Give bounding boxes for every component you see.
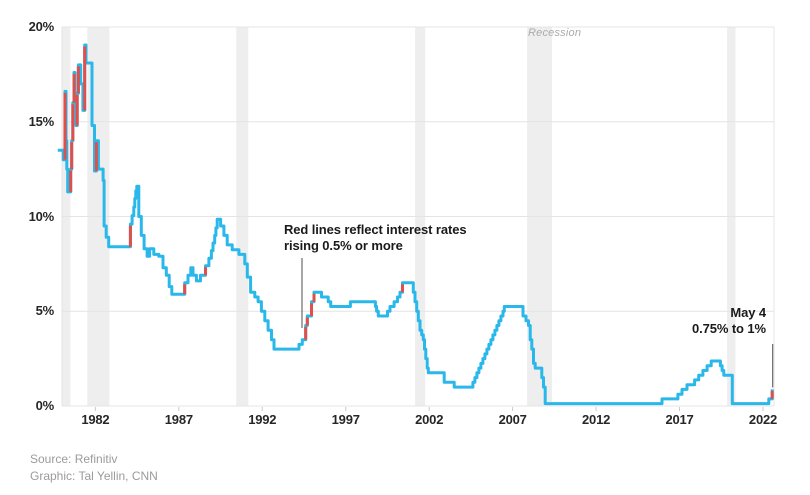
x-tick-label: 1987 xyxy=(164,412,193,427)
y-tick-label: 0% xyxy=(35,398,55,413)
y-tick-label: 20% xyxy=(28,19,55,34)
y-tick-label: 15% xyxy=(28,113,55,129)
chart-footer: Source: Refinitiv Graphic: Tal Yellin, C… xyxy=(30,451,158,485)
x-tick-label: 2007 xyxy=(498,412,527,427)
y-tick-label: 5% xyxy=(35,303,55,319)
x-tick-label: 2022 xyxy=(748,412,778,427)
x-tick-label: 2002 xyxy=(415,412,444,427)
x-tick-label: 1992 xyxy=(248,412,277,427)
x-tick-label: 1997 xyxy=(331,412,360,427)
credit-text: Graphic: Tal Yellin, CNN xyxy=(30,469,158,483)
red-lines-annotation: Red lines reflect interest rates rising … xyxy=(284,222,467,253)
x-tick-label: 1982 xyxy=(81,412,110,427)
y-tick-label: 10% xyxy=(28,208,55,224)
may4-annotation: May 4 0.75% to 1% xyxy=(691,305,766,336)
x-tick-label: 2017 xyxy=(665,412,694,427)
source-text: Source: Refinitiv xyxy=(30,452,118,466)
x-tick-label: 2012 xyxy=(582,412,611,427)
recession-legend-label: Recession xyxy=(528,27,582,39)
